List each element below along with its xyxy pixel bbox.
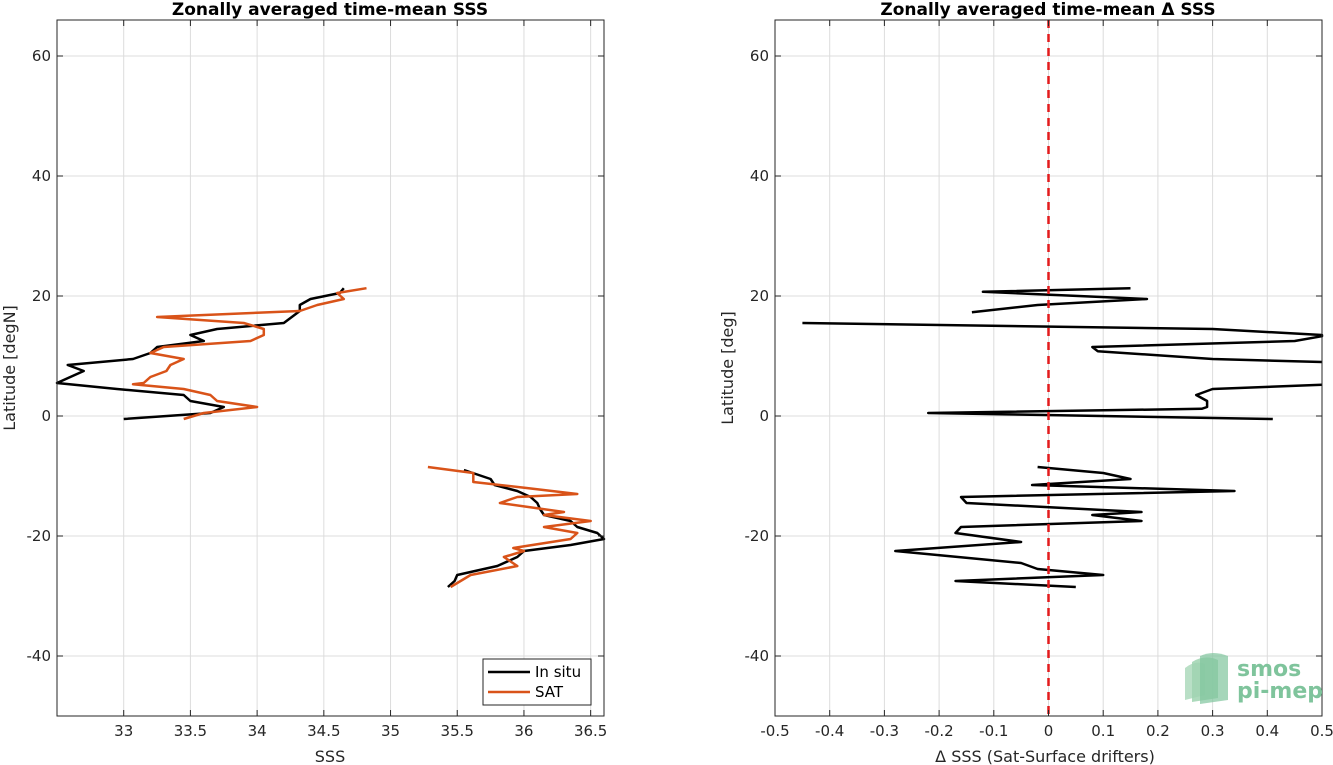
sss-ytick-label: 20 xyxy=(32,287,51,305)
delta-xtick-label: 0.4 xyxy=(1255,722,1279,740)
sss-xtick-label: 34 xyxy=(248,722,267,740)
sss-ytick-label: -40 xyxy=(27,647,52,665)
sss-grid xyxy=(57,20,604,716)
delta-xtick-label: 0.3 xyxy=(1201,722,1225,740)
sss-ytick-label: 40 xyxy=(32,167,51,185)
delta-ytick-label: 20 xyxy=(750,287,769,305)
delta-ytick-label: 60 xyxy=(750,47,769,65)
delta-xtick-label: -0.3 xyxy=(870,722,899,740)
delta-xtick-label: 0.5 xyxy=(1310,722,1333,740)
sss-xtick-label: 33 xyxy=(114,722,133,740)
sss-ytick-label: 60 xyxy=(32,47,51,65)
logo-text-pimep: pi-mep xyxy=(1237,679,1323,704)
delta-series xyxy=(802,286,1324,589)
delta-xtick-label: -0.5 xyxy=(760,722,789,740)
sss-xtick-label: 36 xyxy=(514,722,533,740)
delta-xtick-label: -0.1 xyxy=(979,722,1008,740)
delta-xtick-label: 0.1 xyxy=(1091,722,1115,740)
delta-sss-line xyxy=(926,383,1323,421)
sss-xtick-label: 36.5 xyxy=(574,722,607,740)
delta-ytick-label: 40 xyxy=(750,167,769,185)
delta-ticks: -0.5 -0.4 -0.3 -0.2 -0.1 0 0.1 0.2 0.3 0.4 0.5 -40 -… xyxy=(745,20,1333,740)
in-situ-line xyxy=(55,287,345,421)
sss-ticks: 33 33.5 34 34.5 35 35.5 36 36.5 -40 -20 0 20 40 60 xyxy=(27,20,607,740)
delta-xtick-label: 0.2 xyxy=(1146,722,1170,740)
delta-xtick-label: -0.2 xyxy=(924,722,953,740)
delta-sss-line xyxy=(971,286,1149,314)
sss-ylabel: Latitude [degN] xyxy=(0,305,19,431)
sss-ytick-label: -20 xyxy=(27,527,52,545)
sss-xtick-label: 35.5 xyxy=(441,722,474,740)
delta-sss-line xyxy=(894,465,1236,589)
sat-line xyxy=(131,286,367,421)
legend: In situ SAT xyxy=(482,658,592,706)
delta-xtick-label: -0.4 xyxy=(815,722,844,740)
delta-ytick-label: 0 xyxy=(759,407,769,425)
delta-sss-line xyxy=(802,321,1324,364)
delta-sss-panel: -0.5 -0.4 -0.3 -0.2 -0.1 0 0.1 0.2 0.3 0.4 0.5 -40 -… xyxy=(718,0,1333,765)
delta-ytick-label: -20 xyxy=(745,527,770,545)
sss-title: Zonally averaged time-mean SSS xyxy=(172,0,488,20)
legend-box xyxy=(482,658,592,706)
delta-title: Zonally averaged time-mean Δ SSS xyxy=(880,0,1215,20)
legend-label-sat: SAT xyxy=(535,683,564,701)
sss-panel: 33 33.5 34 34.5 35 35.5 36 36.5 -40 -20 0 20 40 60 Zo… xyxy=(0,0,607,765)
sss-xlabel: SSS xyxy=(315,747,345,765)
delta-xtick-label: 0 xyxy=(1044,722,1054,740)
sss-series xyxy=(55,286,606,589)
sss-ytick-label: 0 xyxy=(41,407,51,425)
sss-xtick-label: 33.5 xyxy=(174,722,207,740)
smos-pimep-logo: smos pi-mep xyxy=(1185,653,1323,704)
delta-ytick-label: -40 xyxy=(745,647,770,665)
sat-line xyxy=(427,465,592,589)
logo-text-smos: smos xyxy=(1237,657,1301,682)
sss-xtick-label: 35 xyxy=(381,722,400,740)
in-situ-line xyxy=(447,468,606,588)
logo-wave-icon xyxy=(1185,653,1228,704)
sss-axes-frame xyxy=(56,19,605,717)
delta-ylabel: Latitude [deg] xyxy=(718,311,737,425)
legend-label-in-situ: In situ xyxy=(535,663,581,681)
sss-xtick-label: 34.5 xyxy=(307,722,340,740)
delta-xlabel: Δ SSS (Sat-Surface drifters) xyxy=(935,747,1155,765)
